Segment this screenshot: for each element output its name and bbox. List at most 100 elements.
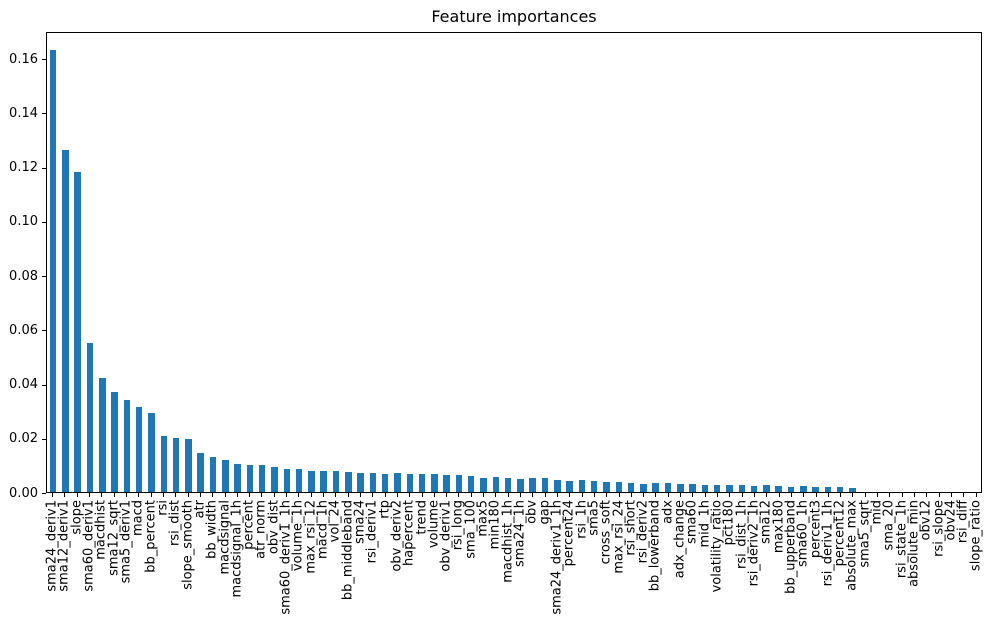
x-slot: atr — [192, 493, 207, 635]
bar — [590, 481, 598, 492]
bar — [640, 484, 647, 492]
bar-slot — [404, 33, 416, 492]
x-tick-mark — [470, 493, 472, 497]
x-slot: rsi_slope — [931, 493, 946, 635]
y-tick-label: 0.14 — [9, 106, 38, 121]
bar-slot — [539, 33, 551, 492]
bar-slot — [416, 33, 428, 492]
x-tick-mark — [938, 493, 940, 497]
x-tick-mark — [520, 493, 522, 497]
x-tick-mark — [618, 493, 620, 497]
x-tick-mark — [483, 493, 485, 497]
plot-area — [46, 32, 982, 493]
bar — [369, 473, 377, 492]
x-slot: macdhist_1h — [500, 493, 515, 635]
x-slot: rsi_deriv1 — [365, 493, 380, 635]
bar-slot — [650, 33, 662, 492]
x-slot: sma12 — [759, 493, 774, 635]
bar — [578, 480, 586, 492]
bar-slot — [895, 33, 907, 492]
x-tick-mark — [704, 493, 706, 497]
x-tick-mark — [162, 493, 164, 497]
x-tick-mark — [89, 493, 91, 497]
x-slot: obv24 — [943, 493, 958, 635]
bar-slot — [686, 33, 698, 492]
x-tick-mark — [113, 493, 115, 497]
x-tick-mark — [581, 493, 583, 497]
x-slot: atr_norm — [254, 493, 269, 635]
x-slot: mid — [870, 493, 885, 635]
bar — [283, 469, 291, 492]
x-slot: adx — [660, 493, 675, 635]
y-tick-mark — [42, 330, 46, 331]
x-slot: sma_100 — [463, 493, 478, 635]
bar-slot — [477, 33, 489, 492]
bar-slot — [281, 33, 293, 492]
bar-slot — [195, 33, 207, 492]
x-tick-mark — [138, 493, 140, 497]
bar — [443, 475, 450, 492]
x-slot: mid_1h — [697, 493, 712, 635]
x-slot: bb_width — [205, 493, 220, 635]
bar-slot — [133, 33, 145, 492]
x-slot: bb_middleband — [340, 493, 355, 635]
x-tick-mark — [384, 493, 386, 497]
x-tick-mark — [199, 493, 201, 497]
bar-slot — [256, 33, 268, 492]
bar-slot — [932, 33, 944, 492]
bar-slot — [330, 33, 342, 492]
bar — [406, 474, 413, 492]
x-slot: rsi_short — [623, 493, 638, 635]
y-tick-mark — [42, 59, 46, 60]
bar-slot — [809, 33, 821, 492]
y-tick-label: 0.04 — [9, 377, 38, 392]
x-tick-mark — [815, 493, 817, 497]
bar — [332, 471, 340, 492]
bar — [492, 477, 500, 492]
bar — [467, 476, 475, 492]
y-tick-mark — [42, 493, 46, 494]
x-slot: rsi_state_1h — [894, 493, 909, 635]
x-tick-mark — [212, 493, 214, 497]
x-slot: sma60 — [685, 493, 700, 635]
bar-slot — [600, 33, 612, 492]
x-tick-mark — [532, 493, 534, 497]
bar — [566, 481, 573, 492]
bar-slot — [945, 33, 957, 492]
x-tick-mark — [593, 493, 595, 497]
bar — [308, 471, 315, 492]
bar — [172, 438, 180, 492]
x-tick-mark — [249, 493, 251, 497]
y-tick-label: 0.10 — [9, 214, 38, 229]
bar — [123, 400, 131, 492]
bar — [345, 472, 352, 492]
x-slot: gap — [537, 493, 552, 635]
bar — [295, 469, 303, 492]
x-tick-mark — [64, 493, 66, 497]
x-slot: rsi_deriv2 — [636, 493, 651, 635]
bar-slot — [465, 33, 477, 492]
x-tick-mark — [458, 493, 460, 497]
bar — [99, 378, 106, 492]
bar-slot — [834, 33, 846, 492]
x-tick-mark — [975, 493, 977, 497]
bar-slot — [822, 33, 834, 492]
x-tick-mark — [741, 493, 743, 497]
x-tick-mark — [396, 493, 398, 497]
x-tick-mark — [101, 493, 103, 497]
bar — [812, 487, 819, 492]
x-slot: hapercent — [402, 493, 417, 635]
x-slot: volatility_ratio — [710, 493, 725, 635]
x-slot: percent — [242, 493, 257, 635]
x-tick-mark — [852, 493, 854, 497]
bar — [800, 486, 807, 492]
bar-slot — [219, 33, 231, 492]
x-slot: sma24_1h — [513, 493, 528, 635]
x-slot: vol_24 — [328, 493, 343, 635]
x-tick-mark — [150, 493, 152, 497]
x-tick-mark — [877, 493, 879, 497]
bar-slot — [662, 33, 674, 492]
x-tick-mark — [507, 493, 509, 497]
x-slot: obv12 — [919, 493, 934, 635]
x-tick-mark — [569, 493, 571, 497]
